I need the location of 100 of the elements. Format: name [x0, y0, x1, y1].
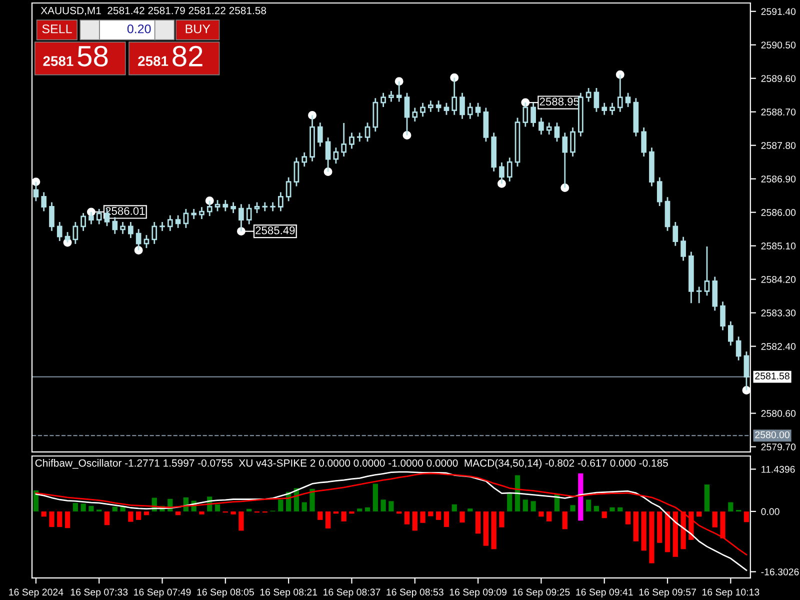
x-tick-label: 16 Sep 08:37 [324, 588, 380, 598]
candlestick [420, 102, 426, 118]
candlestick [294, 156, 300, 187]
bar [460, 511, 465, 523]
candlestick [144, 234, 150, 249]
bar [380, 500, 386, 512]
candlestick [222, 199, 228, 212]
bar [522, 500, 528, 512]
candlestick [641, 126, 646, 158]
bar [618, 507, 623, 512]
bar [744, 511, 750, 522]
annotation: 2581 [43, 56, 74, 66]
bar [80, 504, 86, 512]
candlestick [680, 236, 686, 262]
x-tick-label: 16 Sep 2024 [9, 588, 64, 598]
candlestick [341, 122, 346, 158]
bar [538, 511, 544, 517]
bar [633, 511, 638, 542]
bar [436, 511, 442, 520]
candlestick [112, 216, 118, 235]
annotation: BUY [186, 24, 210, 34]
bar [491, 511, 496, 550]
bar [586, 500, 592, 512]
candlestick [625, 92, 631, 108]
candlestick [302, 152, 308, 168]
y-tick-label: 2586.00 [761, 209, 796, 216]
bar [507, 494, 512, 512]
bar [468, 508, 473, 512]
bar [680, 511, 686, 550]
candlestick [728, 320, 734, 346]
bar [420, 511, 426, 523]
candlestick [128, 221, 134, 239]
candlestick [530, 102, 536, 128]
candlestick [444, 102, 450, 116]
candlestick [586, 87, 592, 102]
data-label: 2585.49 [256, 226, 295, 234]
candlestick [412, 107, 418, 122]
bar [199, 511, 204, 514]
bar [364, 507, 370, 512]
bar [688, 511, 694, 540]
y-tick-label: 2588.70 [761, 108, 796, 116]
y-tick-label: 0.00 [761, 508, 780, 516]
point [32, 178, 40, 186]
annotation: SELL [42, 24, 72, 34]
ref-line-label: 2581.58 [755, 372, 790, 380]
bar [175, 511, 181, 516]
bar [546, 511, 552, 522]
y-tick-label: 11.4396 [762, 466, 795, 473]
bar [649, 511, 654, 564]
line-series [35, 472, 748, 556]
candlestick [49, 202, 54, 232]
x-tick-label: 16 Sep 07:49 [134, 588, 191, 598]
bar [483, 511, 488, 546]
candlestick [56, 221, 62, 242]
bar [88, 506, 94, 512]
candlestick [167, 214, 173, 232]
y-tick-label: 2587.80 [761, 142, 796, 149]
candlestick [349, 132, 354, 150]
candlestick [120, 221, 126, 235]
x-tick-label: 16 Sep 09:41 [576, 588, 633, 598]
candlestick [286, 176, 292, 202]
candlestick [380, 92, 386, 108]
bar [594, 506, 600, 512]
bar [128, 511, 134, 522]
candlestick [736, 336, 742, 362]
bar [325, 511, 331, 528]
bar [625, 511, 631, 524]
candlestick [246, 203, 252, 225]
y-tick-label: 2582.40 [761, 343, 796, 350]
x-tick-label: 16 Sep 09:09 [450, 588, 507, 598]
bar [136, 511, 142, 520]
candlestick [720, 300, 726, 331]
bar [388, 501, 394, 512]
chart-title: XAUUSD,M1 2581.42 2581.79 2581.22 2581.58 [40, 6, 266, 16]
bar [570, 505, 576, 512]
candlestick [538, 117, 544, 136]
candlestick [475, 102, 481, 118]
bar [720, 511, 726, 538]
candlestick [175, 214, 181, 229]
candlestick [214, 199, 220, 212]
y-tick-label: 2586.90 [761, 176, 796, 182]
bar [72, 502, 78, 512]
bar [475, 511, 481, 534]
bar [696, 511, 702, 517]
x-tick-label: 16 Sep 08:53 [386, 588, 444, 598]
candlestick [80, 212, 86, 232]
candlestick [254, 202, 260, 214]
candlestick [191, 208, 197, 220]
candlestick [672, 221, 678, 247]
bar [349, 511, 354, 514]
bar [57, 511, 62, 527]
candlestick [436, 100, 442, 113]
candlestick [72, 221, 78, 245]
bar [318, 511, 323, 520]
bar [33, 490, 39, 512]
bar [112, 506, 118, 512]
bar [230, 511, 236, 514]
annotation: 0.20 [127, 24, 151, 34]
bar [657, 511, 662, 543]
candlestick [506, 156, 512, 182]
